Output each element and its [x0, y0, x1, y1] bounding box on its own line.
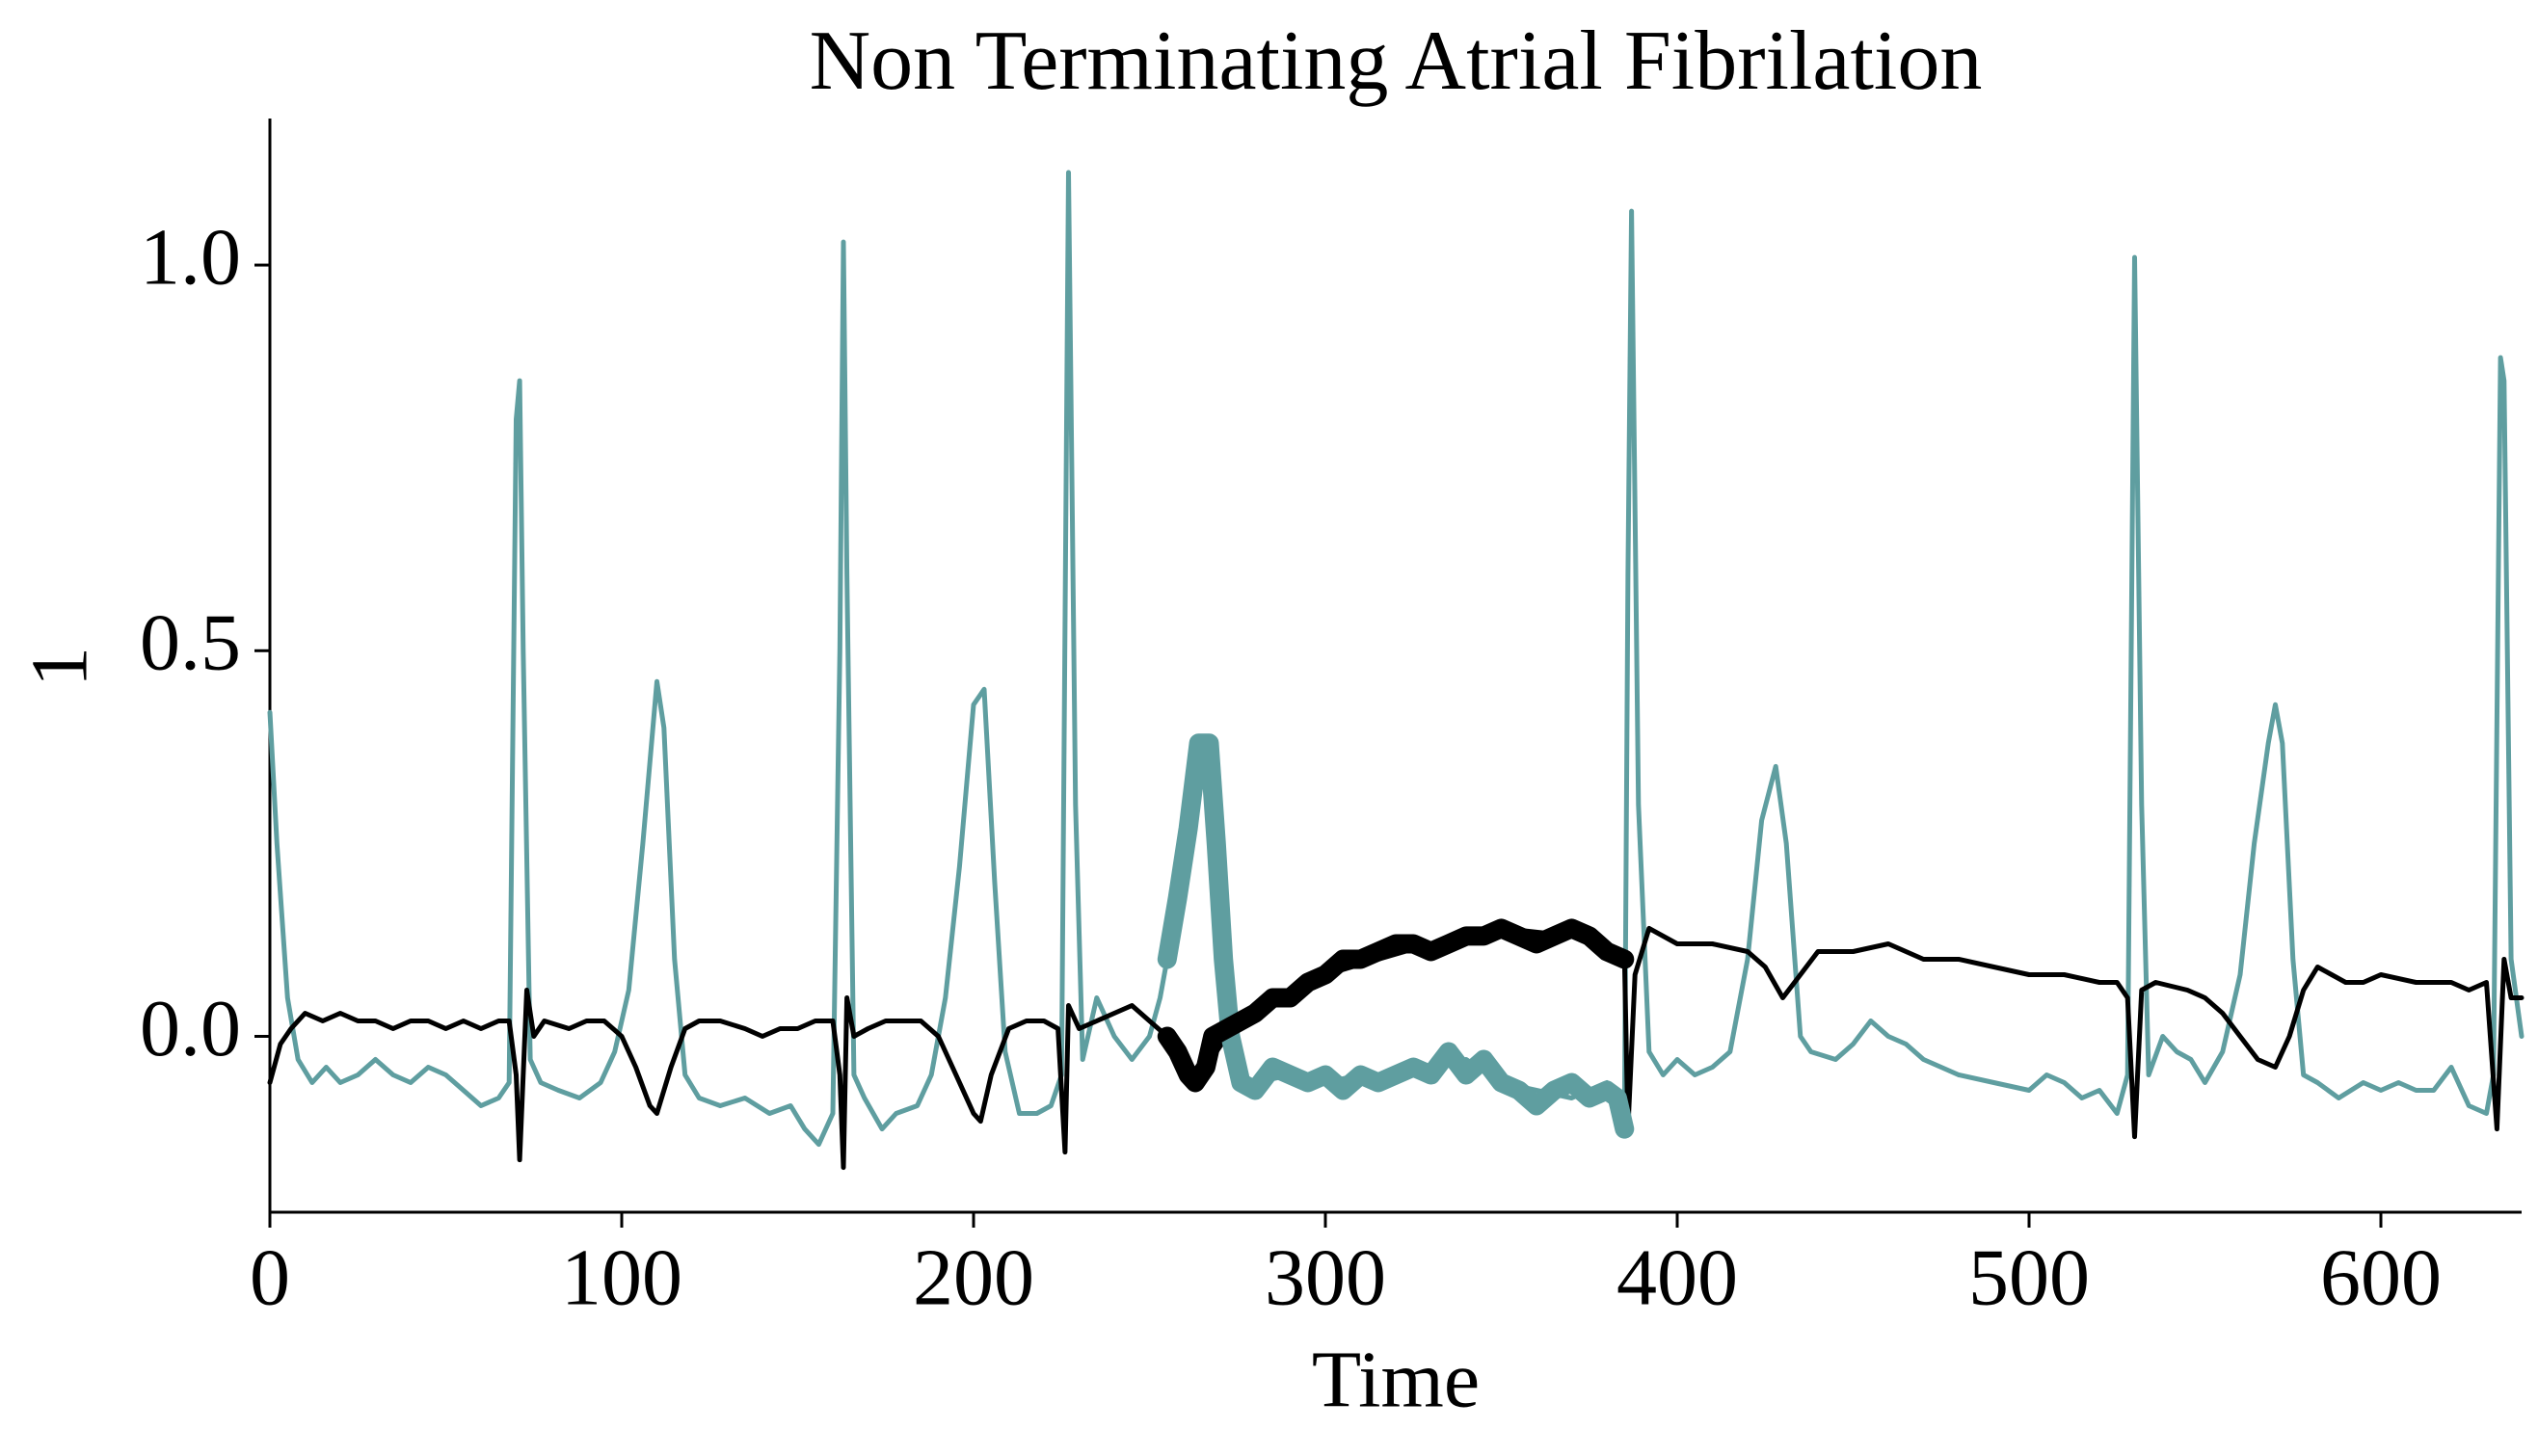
x-tick-label: 500: [1968, 1232, 2090, 1322]
series-line: [1157, 733, 1635, 1139]
x-tick-label: 0: [250, 1232, 290, 1322]
x-tick-label: 600: [2320, 1232, 2442, 1322]
chart-title: Non Terminating Atrial Fibrilation: [810, 14, 1983, 108]
series-line: [267, 925, 2525, 1171]
series-line: [1157, 918, 1635, 1093]
x-tick-label: 400: [1616, 1232, 1738, 1322]
x-tick-label: 100: [561, 1232, 682, 1322]
x-axis-label: Time: [1312, 1335, 1480, 1424]
x-tick-label: 200: [913, 1232, 1034, 1322]
series-line: [267, 170, 2525, 1148]
x-tick-label: 300: [1265, 1232, 1386, 1322]
y-tick-label: 0.0: [140, 984, 241, 1073]
y-tick-label: 1.0: [140, 212, 241, 302]
y-tick-label: 0.5: [140, 598, 241, 688]
y-axis-label: 1: [14, 647, 104, 687]
